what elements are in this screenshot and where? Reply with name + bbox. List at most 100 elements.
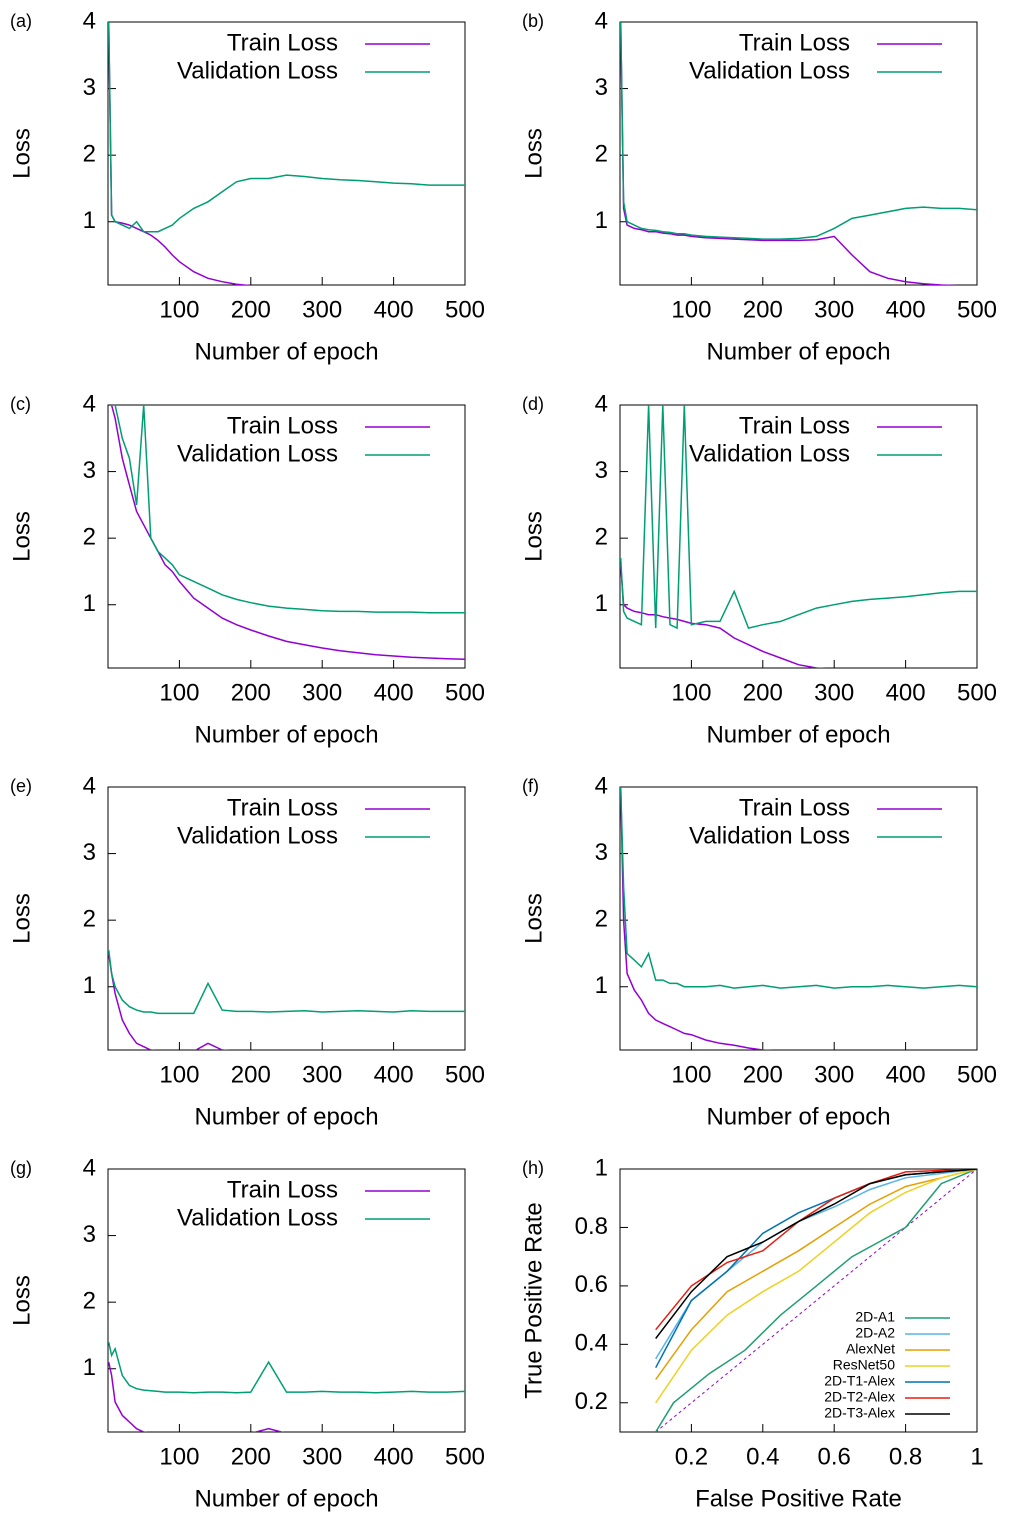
x-tick-label: 500 <box>957 1061 997 1088</box>
y-tick-label: 0.6 <box>575 1271 608 1298</box>
x-tick-label: 400 <box>886 679 926 706</box>
plot-area <box>108 22 465 285</box>
y-tick-label: 4 <box>83 390 96 417</box>
y-tick-label: 2 <box>83 141 96 168</box>
y-tick-label: 1 <box>595 590 608 617</box>
x-axis-label: Number of epoch <box>706 338 890 365</box>
y-tick-label: 4 <box>595 390 608 417</box>
y-axis-label: Loss <box>8 1275 35 1326</box>
panel-label: (c) <box>10 394 31 414</box>
panel: (f) 1 2 3 4 100 200 300 400 500 Loss Number of epoc… <box>520 772 997 1130</box>
y-tick-label: 0.8 <box>575 1213 608 1240</box>
panel: (a) 1 2 3 4 100 200 300 400 500 Loss Number of epoc… <box>8 7 485 365</box>
panel-label: (b) <box>522 11 544 31</box>
y-axis-label: Loss <box>520 128 547 179</box>
y-axis-label: Loss <box>8 893 35 944</box>
y-tick-label: 3 <box>83 74 96 101</box>
legend-label: Train Loss <box>227 412 338 439</box>
x-tick-label: 500 <box>445 1061 485 1088</box>
y-tick-label: 1 <box>595 207 608 234</box>
x-axis-label: Number of epoch <box>194 1485 378 1512</box>
x-tick-label: 200 <box>231 1061 271 1088</box>
series-line <box>108 953 231 1050</box>
y-axis-label: Loss <box>520 511 547 562</box>
y-tick-label: 3 <box>83 1221 96 1248</box>
legend-label: Train Loss <box>739 412 850 439</box>
x-tick-label: 0.6 <box>818 1443 851 1470</box>
panel-label: (e) <box>10 776 32 796</box>
x-tick-label: 500 <box>445 1443 485 1470</box>
legend-label: AlexNet <box>846 1341 895 1357</box>
x-tick-label: 100 <box>671 296 711 323</box>
x-tick-label: 100 <box>159 679 199 706</box>
panel: (c) 1 2 3 4 100 200 300 400 500 Loss Number of epoc… <box>8 390 485 748</box>
series-line <box>620 22 961 285</box>
y-axis-label: Loss <box>8 511 35 562</box>
y-tick-label: 1 <box>83 1354 96 1381</box>
legend-label: 2D-T2-Alex <box>824 1389 895 1405</box>
series-line <box>108 1361 285 1432</box>
legend-label: Train Loss <box>739 794 850 821</box>
panel: (e) 1 2 3 4 100 200 300 400 500 Loss Number of epoc… <box>8 772 485 1130</box>
panel: (b) 1 2 3 4 100 200 300 400 500 Loss Number of epoc… <box>520 7 997 365</box>
y-tick-label: 4 <box>83 1154 96 1181</box>
legend-label: 2D-T3-Alex <box>824 1405 895 1421</box>
x-tick-label: 500 <box>445 296 485 323</box>
y-tick-label: 3 <box>83 839 96 866</box>
y-tick-label: 2 <box>595 906 608 933</box>
plot-area <box>655 1169 977 1432</box>
x-tick-label: 500 <box>445 679 485 706</box>
x-tick-label: 300 <box>302 296 342 323</box>
panel: (d) 1 2 3 4 100 200 300 400 500 Loss Number of epoc… <box>520 390 997 748</box>
x-axis-label: Number of epoch <box>706 1103 890 1130</box>
x-tick-label: 400 <box>886 296 926 323</box>
legend-label: Validation Loss <box>177 440 338 467</box>
y-tick-label: 0.2 <box>575 1388 608 1415</box>
y-axis-label: True Positive Rate <box>520 1202 547 1399</box>
series-line <box>108 405 465 614</box>
x-tick-label: 500 <box>957 679 997 706</box>
x-tick-label: 300 <box>814 679 854 706</box>
series-line <box>620 787 774 1050</box>
panel-label: (d) <box>522 394 544 414</box>
x-tick-label: 200 <box>231 296 271 323</box>
x-tick-label: 100 <box>159 296 199 323</box>
series-line <box>655 1169 977 1404</box>
y-tick-label: 2 <box>83 1288 96 1315</box>
y-tick-label: 4 <box>595 7 608 34</box>
series-line <box>108 1341 465 1394</box>
x-axis-label: Number of epoch <box>706 721 890 748</box>
series-line <box>108 950 465 1015</box>
plot-frame <box>107 21 466 286</box>
x-tick-label: 100 <box>159 1443 199 1470</box>
panel-label: (f) <box>522 776 539 796</box>
series-line <box>108 22 465 233</box>
y-tick-label: 1 <box>83 972 96 999</box>
legend-label: Validation Loss <box>689 440 850 467</box>
series-line <box>108 405 465 661</box>
x-tick-label: 500 <box>957 296 997 323</box>
y-tick-label: 0.4 <box>575 1330 608 1357</box>
y-tick-label: 2 <box>83 906 96 933</box>
y-tick-label: 2 <box>83 524 96 551</box>
plot-area <box>108 1341 465 1432</box>
x-tick-label: 200 <box>743 679 783 706</box>
legend-label: Train Loss <box>227 794 338 821</box>
plot-frame <box>107 1168 466 1433</box>
legend-label: Validation Loss <box>689 57 850 84</box>
x-tick-label: 200 <box>231 679 271 706</box>
series-line <box>655 1169 977 1360</box>
series-line <box>620 22 977 240</box>
x-tick-label: 1 <box>970 1443 983 1470</box>
legend-label: Train Loss <box>227 29 338 56</box>
y-tick-label: 1 <box>83 590 96 617</box>
legend-label: Train Loss <box>739 29 850 56</box>
y-tick-label: 3 <box>595 74 608 101</box>
x-tick-label: 300 <box>814 1061 854 1088</box>
y-tick-label: 4 <box>595 772 608 799</box>
y-tick-label: 1 <box>595 972 608 999</box>
reference-diagonal <box>655 1169 977 1432</box>
plot-frame <box>619 21 978 286</box>
legend-label: 2D-A2 <box>855 1325 895 1341</box>
